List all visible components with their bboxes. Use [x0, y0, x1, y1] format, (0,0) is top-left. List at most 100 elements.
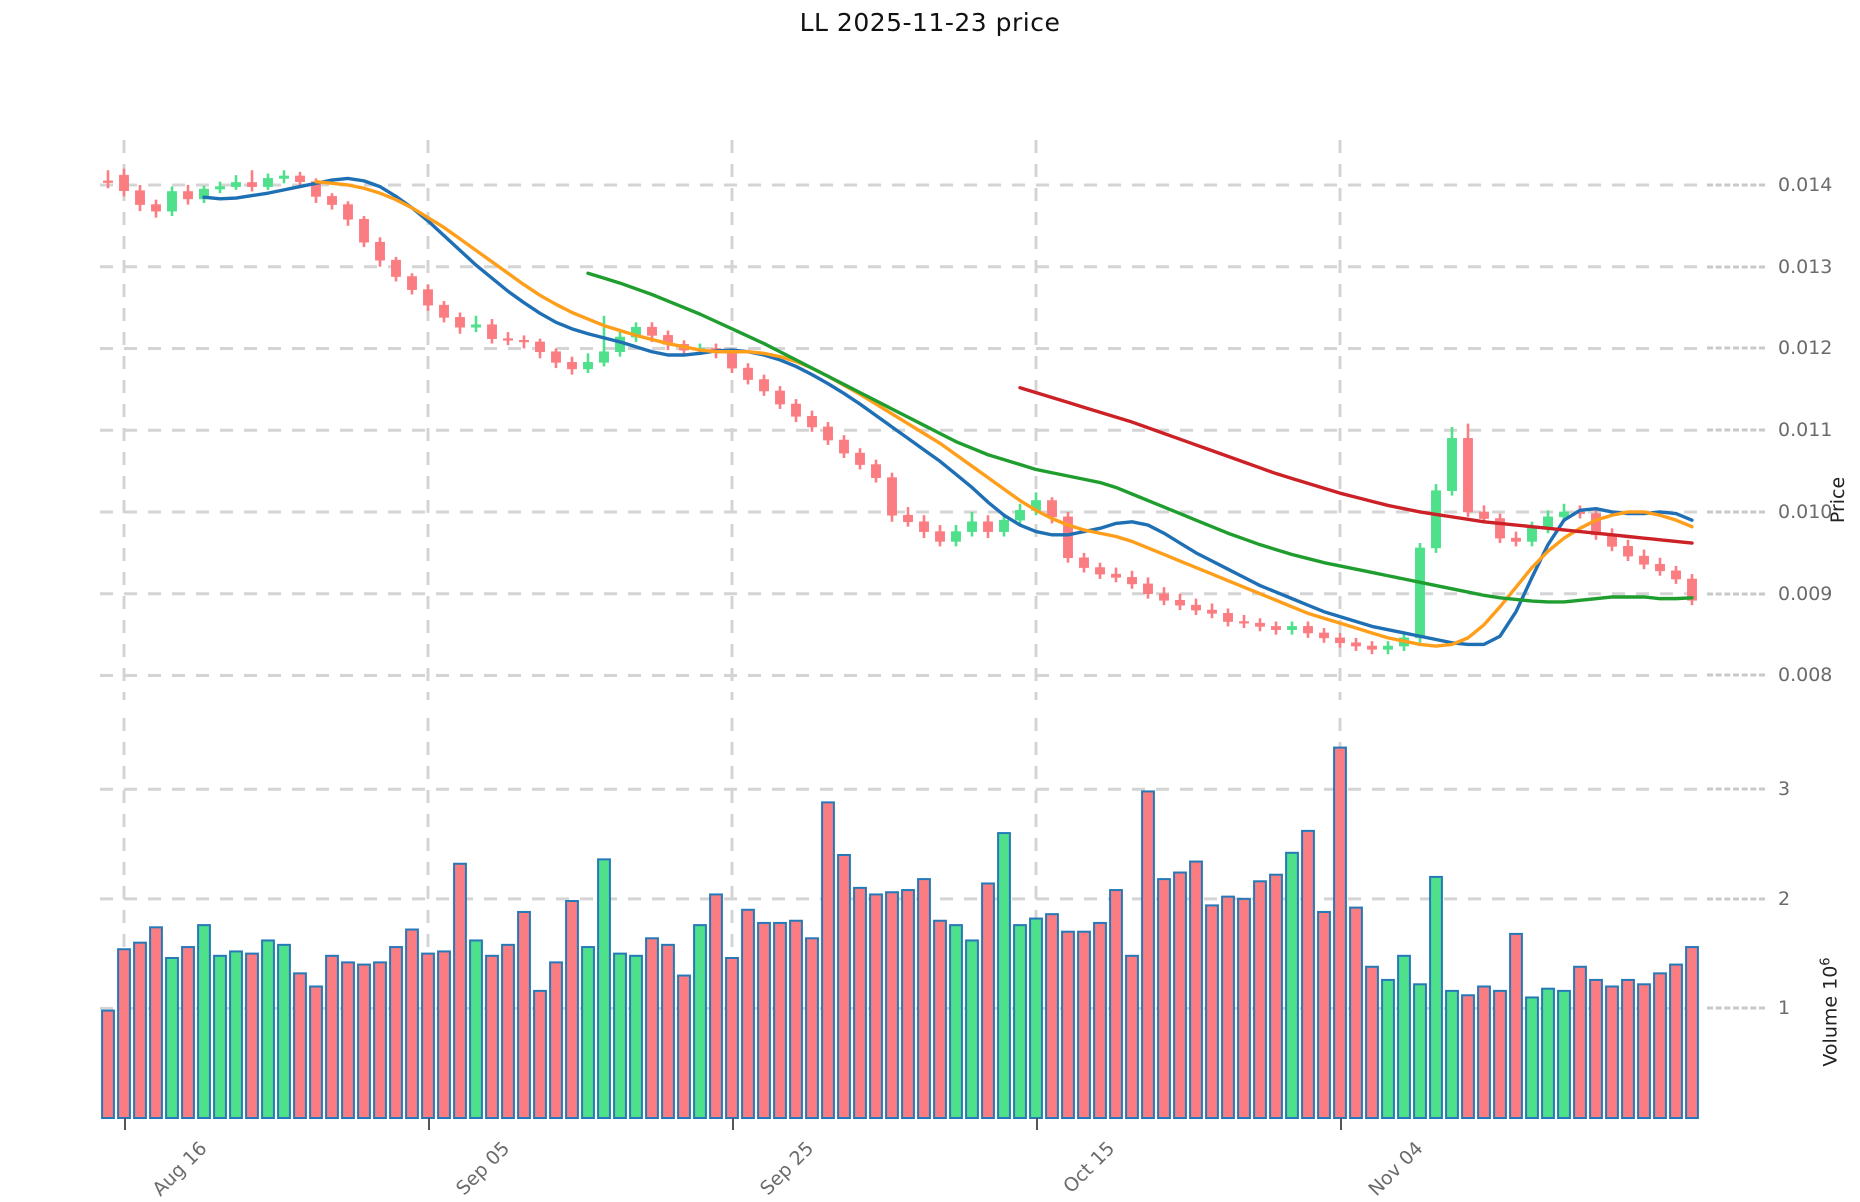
- volume-bar: [1221, 895, 1235, 1119]
- volume-bar: [181, 946, 195, 1119]
- candle-body: [1319, 632, 1329, 639]
- candlestick: [1191, 598, 1201, 615]
- volume-bar: [1029, 917, 1043, 1119]
- candle-body: [839, 439, 849, 454]
- volume-bar: [757, 921, 771, 1119]
- candle-body: [263, 178, 273, 187]
- x-tick-mark: [428, 1118, 430, 1130]
- candle-body: [1495, 518, 1505, 539]
- volume-bar: [1141, 790, 1155, 1120]
- candle-body: [727, 351, 737, 369]
- candlestick: [391, 256, 401, 282]
- candlestick: [1495, 513, 1505, 544]
- volume-axis-title: Volume 106: [1818, 957, 1841, 1066]
- candlestick: [567, 356, 577, 375]
- candlestick: [1159, 587, 1169, 606]
- candlestick: [1175, 593, 1185, 611]
- candle-body: [471, 324, 481, 328]
- moving-average-line-ma_green: [586, 271, 1694, 604]
- volume-bar: [1541, 987, 1555, 1119]
- volume-bar: [1461, 994, 1475, 1120]
- candle-body: [983, 521, 993, 532]
- candlestick: [1207, 603, 1217, 619]
- volume-bar: [517, 910, 531, 1119]
- candle-body: [647, 326, 657, 336]
- price-tick-label: 0.012: [1778, 337, 1833, 360]
- candle-body: [407, 276, 417, 290]
- candlestick: [471, 315, 481, 333]
- volume-bar: [1445, 989, 1459, 1119]
- candle-body: [1351, 642, 1361, 647]
- volume-bar: [709, 893, 723, 1119]
- volume-bar: [629, 954, 643, 1119]
- volume-tick-label: 3: [1778, 778, 1791, 801]
- price-panel: [100, 140, 1700, 700]
- candle-body: [951, 531, 961, 542]
- volume-bar: [1045, 913, 1059, 1119]
- candlestick: [855, 448, 865, 470]
- candle-body: [535, 341, 545, 353]
- volume-bar: [1093, 921, 1107, 1119]
- candlestick: [151, 199, 161, 218]
- candle-body: [231, 182, 241, 187]
- volume-axis-title-exp: 10: [1819, 965, 1842, 990]
- volume-bar: [405, 928, 419, 1119]
- candlestick: [1111, 567, 1121, 583]
- volume-bar: [741, 908, 755, 1119]
- candlestick: [1335, 632, 1345, 648]
- price-tick-dash: [1707, 510, 1765, 514]
- volume-bar: [261, 939, 275, 1119]
- candlestick: [535, 338, 545, 359]
- candle-body: [487, 324, 497, 339]
- candlestick: [823, 422, 833, 445]
- volume-bar: [869, 893, 883, 1119]
- volume-axis-title-text: Volume: [1819, 995, 1842, 1067]
- candle-body: [247, 182, 257, 187]
- volume-bar: [1349, 906, 1363, 1119]
- candle-body: [1639, 555, 1649, 565]
- candle-body: [183, 191, 193, 200]
- candlestick: [903, 507, 913, 527]
- candle-body: [1159, 593, 1169, 601]
- candle-body: [743, 367, 753, 380]
- volume-panel: [100, 718, 1700, 1120]
- candle-body: [1479, 511, 1489, 519]
- volume-tick-label: 1: [1778, 997, 1791, 1020]
- candlestick: [919, 515, 929, 539]
- candlestick: [999, 513, 1009, 537]
- candlestick: [1319, 628, 1329, 643]
- volume-bar: [469, 939, 483, 1119]
- candlestick: [1303, 621, 1313, 638]
- candlestick: [1223, 608, 1233, 627]
- candlestick: [983, 515, 993, 539]
- candle-body: [151, 204, 161, 212]
- volume-bar: [165, 957, 179, 1119]
- candlestick: [167, 186, 177, 217]
- volume-bar: [325, 954, 339, 1119]
- candlestick: [1351, 637, 1361, 651]
- candle-body: [759, 379, 769, 392]
- candle-body: [1335, 637, 1345, 644]
- candlestick: [807, 410, 817, 432]
- candlestick: [631, 322, 641, 342]
- candlestick: [1287, 621, 1297, 635]
- volume-axis-title-sup: 6: [1818, 957, 1834, 966]
- volume-bar: [1333, 746, 1347, 1119]
- candle-body: [1415, 547, 1425, 639]
- candlestick: [375, 237, 385, 267]
- candlestick: [791, 399, 801, 423]
- candle-body: [1527, 528, 1537, 542]
- chart-title: LL 2025-11-23 price: [799, 8, 1061, 37]
- volume-bar: [133, 941, 147, 1119]
- candlestick: [1591, 510, 1601, 540]
- candlestick: [871, 459, 881, 483]
- volume-tick-label: 2: [1778, 887, 1791, 910]
- volume-bar: [1621, 978, 1635, 1120]
- candle-body: [1255, 622, 1265, 627]
- candlestick: [279, 170, 289, 184]
- candlestick: [935, 525, 945, 547]
- x-tick-label: Oct 15: [1059, 1137, 1120, 1198]
- candle-body: [423, 289, 433, 306]
- x-tick-mark: [124, 1118, 126, 1130]
